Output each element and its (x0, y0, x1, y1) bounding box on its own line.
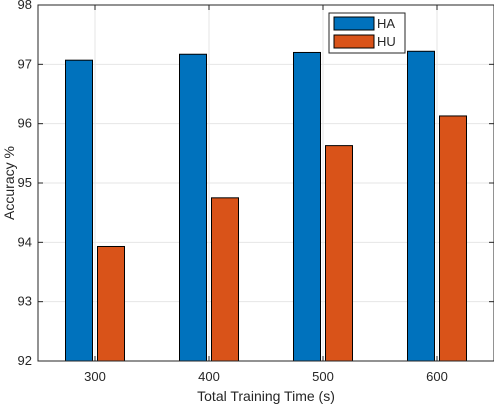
legend-label-ha: HA (377, 16, 395, 31)
x-tick-label: 500 (312, 369, 334, 384)
bar-hu-300 (97, 245, 125, 362)
x-tick-label: 400 (198, 369, 220, 384)
legend-swatch-hu (333, 34, 375, 49)
bar-hu-600 (439, 115, 467, 362)
bar-ha-400 (179, 53, 207, 362)
bars (65, 50, 467, 362)
axis-ticks: 92 93 94 95 96 97 98 300 400 500 600 (18, 0, 494, 384)
x-tick-label: 300 (84, 369, 106, 384)
bar-ha-300 (65, 59, 93, 362)
y-tick-label: 97 (18, 56, 32, 71)
legend-swatch-ha (333, 16, 375, 31)
bar-ha-500 (293, 51, 321, 362)
bar-hu-400 (211, 197, 239, 362)
legend: HA HU (328, 12, 406, 54)
y-tick-label: 95 (18, 175, 32, 190)
bar-ha-600 (407, 50, 435, 362)
y-tick-label: 94 (18, 234, 32, 249)
y-tick-label: 93 (18, 294, 32, 309)
y-tick-label: 98 (18, 0, 32, 12)
bar-hu-500 (325, 145, 353, 362)
y-tick-label: 92 (18, 353, 32, 368)
y-tick-label: 96 (18, 116, 32, 131)
legend-label-hu: HU (377, 34, 396, 49)
x-tick-label: 600 (426, 369, 448, 384)
y-axis-label: Accuracy % (1, 146, 17, 220)
x-axis-label: Total Training Time (s) (197, 388, 335, 404)
